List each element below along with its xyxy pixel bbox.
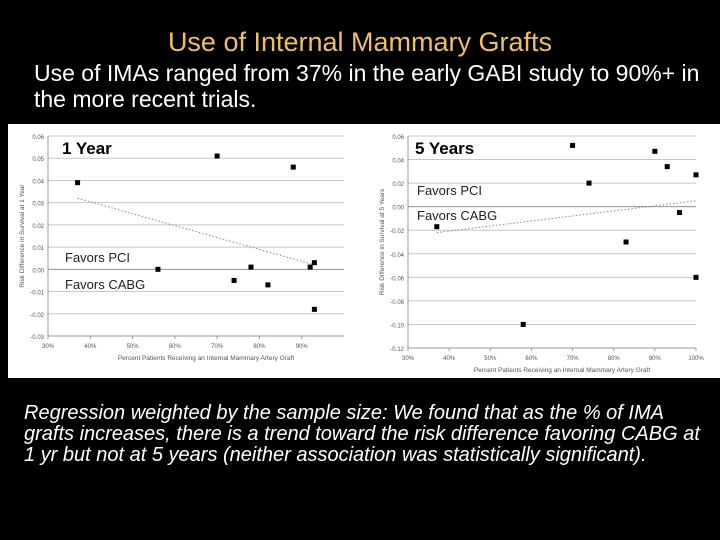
chart-1-year-data-point [248, 264, 254, 270]
chart-1-year-y-tick-label: 0.00 [32, 268, 44, 274]
chart-5-years-data-point [623, 239, 629, 245]
chart-1-year-data-point [155, 266, 161, 272]
chart-1-year-x-tick-label: 50% [127, 344, 140, 350]
chart-1-year-x-tick-label: 90% [296, 344, 309, 350]
chart-1-year-x-tick-label: 80% [253, 344, 266, 350]
chart-1-year-data-point [307, 264, 313, 270]
chart-1-year-favors-cabg: Favors CABG [65, 277, 146, 292]
chart-5-years-data-point [586, 180, 592, 186]
chart-5-years-x-tick-label: 60% [525, 356, 538, 362]
chart-5-years-data-point [652, 148, 658, 154]
chart-1-year-y-axis-label: Risk Difference in Survival at 1 Year [19, 184, 26, 288]
chart-5-years-y-tick-label: 0.00 [392, 206, 404, 212]
chart-1-year-y-tick-label: 0.01 [32, 246, 44, 252]
chart-1-year-data-point [214, 153, 220, 159]
chart-1-year-data-point [311, 260, 317, 266]
chart-1-year-x-tick-label: 60% [169, 344, 182, 350]
chart-5-years-data-point [693, 172, 699, 178]
chart-5-years-plot: 0.06 0.04 0.02 0.00 -0.02 -0.04 -0.06 -0.08 -0.1… [379, 135, 704, 374]
chart-5-years-data-point [693, 274, 699, 280]
chart-1-year-x-tick-label: 30% [42, 344, 55, 350]
chart-1-year-y-tick-label: -0.03 [30, 335, 44, 341]
chart-5-years-y-tick-label: -0.06 [390, 276, 404, 282]
chart-1-year-x-tick-label: 70% [211, 344, 224, 350]
slide-title: Use of Internal Mammary Grafts [167, 27, 553, 57]
chart-1-year-y-tick-label: 0.05 [32, 157, 44, 163]
chart-5-years-x-tick-label: 30% [402, 356, 415, 362]
chart-5-years-favors-pci: Favors PCI [417, 183, 483, 198]
chart-1-year-y-tick-label: -0.01 [30, 291, 44, 297]
slide-caption: Regression weighted by the sample size: … [24, 402, 700, 466]
chart-5-years-x-tick-label: 70% [567, 356, 580, 362]
chart-1-year-trend-line [77, 197, 315, 266]
chart-5-years-y-tick-label: -0.04 [390, 253, 404, 259]
chart-1-year-y-tick-label: 0.03 [32, 202, 44, 208]
chart-1-year-y-tick-label: -0.02 [30, 313, 44, 319]
chart-1-year-data-point [290, 164, 296, 170]
chart-5-years-data-point [520, 321, 526, 327]
chart-5-years-y-tick-label: 0.04 [392, 159, 404, 165]
chart-5-years-data-point [677, 210, 683, 216]
chart-5-years-data-point [570, 142, 576, 148]
chart-5-years: 0.06 0.04 0.02 0.00 -0.02 -0.04 -0.06 -0.08 -0.1… [368, 124, 720, 378]
chart-1-year-data-point [265, 282, 271, 288]
chart-5-years-x-axis-label: Percent Patients Receiving an Internal M… [474, 367, 650, 374]
chart-1-year-favors-pci: Favors PCI [65, 250, 131, 265]
chart-1-year-y-tick-label: 0.04 [32, 179, 44, 185]
chart-1-year-x-tick-label: 40% [84, 344, 97, 350]
chart-5-years-trend-line [436, 200, 697, 234]
chart-1-year: 0.06 0.05 0.04 0.03 0.02 0.01 0.00 -0.01 -0.02 -0… [8, 124, 368, 378]
chart-5-years-data-point [434, 224, 440, 230]
chart-5-years-data-point [664, 164, 670, 170]
slide-subtitle: Use of IMAs ranged from 37% in the early… [34, 60, 700, 112]
chart-1-year-y-tick-label: 0.06 [32, 135, 44, 141]
chart-1-year-data-point [311, 306, 317, 312]
chart-5-years-y-tick-label: -0.02 [390, 229, 404, 235]
chart-5-years-y-tick-label: -0.08 [390, 300, 404, 306]
chart-5-years-x-tick-label: 90% [649, 356, 662, 362]
chart-5-years-x-tick-label: 80% [608, 356, 621, 362]
chart-1-year-y-tick-label: 0.02 [32, 224, 44, 230]
chart-5-years-x-tick-label: 50% [484, 356, 497, 362]
chart-5-years-y-tick-label: 0.02 [392, 182, 404, 188]
chart-5-years-x-tick-label: 100% [688, 356, 704, 362]
chart-1-year-x-axis-label: Percent Patients Receiving an Internal M… [118, 355, 294, 362]
chart-5-years-title: 5 Years [415, 139, 475, 158]
chart-5-years-favors-cabg: Favors CABG [417, 208, 498, 223]
chart-1-year-data-point [231, 277, 237, 283]
chart-5-years-y-tick-label: -0.10 [390, 323, 404, 329]
chart-5-years-y-tick-label: -0.12 [390, 347, 404, 353]
chart-1-year-title: 1 Year [62, 139, 112, 158]
chart-1-year-data-point [75, 180, 81, 186]
chart-5-years-y-axis-label: Risk Difference in Survival at 5 Years [379, 188, 386, 295]
chart-1-year-plot: 0.06 0.05 0.04 0.03 0.02 0.01 0.00 -0.01 -0.02 -0… [19, 135, 344, 362]
chart-5-years-x-tick-label: 40% [443, 356, 456, 362]
chart-5-years-y-tick-label: 0.06 [392, 135, 404, 141]
